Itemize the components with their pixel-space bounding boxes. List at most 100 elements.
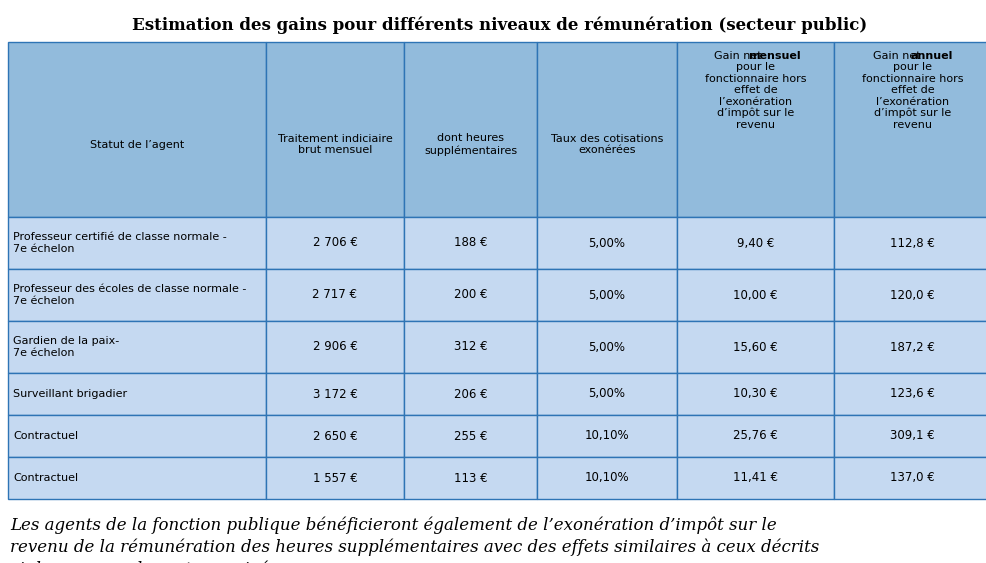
Text: mensuel: mensuel: [748, 51, 802, 61]
Text: Traitement indiciaire
brut mensuel: Traitement indiciaire brut mensuel: [278, 133, 392, 155]
Bar: [677, 415, 834, 457]
Bar: [677, 217, 834, 269]
Bar: [537, 269, 677, 321]
Bar: [537, 42, 677, 217]
Bar: [404, 321, 537, 373]
Text: Contractuel: Contractuel: [13, 431, 78, 441]
Text: 312 €: 312 €: [454, 341, 487, 354]
Text: 309,1 €: 309,1 €: [890, 430, 935, 443]
Text: d’impôt sur le: d’impôt sur le: [717, 108, 794, 118]
Text: Professeur certifié de classe normale -
7e échelon: Professeur certifié de classe normale - …: [13, 232, 227, 254]
Bar: [8, 457, 266, 499]
Bar: [404, 269, 537, 321]
Text: Gain net: Gain net: [874, 51, 925, 61]
Bar: [537, 415, 677, 457]
Text: fonctionnaire hors: fonctionnaire hors: [862, 74, 963, 84]
Text: pour le: pour le: [893, 62, 932, 72]
Bar: [404, 457, 537, 499]
Bar: [404, 373, 537, 415]
Text: 2 906 €: 2 906 €: [313, 341, 358, 354]
Bar: [834, 457, 986, 499]
Text: l’exonération: l’exonération: [876, 97, 950, 107]
Text: 123,6 €: 123,6 €: [890, 387, 935, 400]
Text: effet de: effet de: [890, 85, 935, 95]
Bar: [266, 42, 404, 217]
Bar: [677, 321, 834, 373]
Text: 9,40 €: 9,40 €: [737, 236, 774, 249]
Text: 25,76 €: 25,76 €: [733, 430, 778, 443]
Text: revenu: revenu: [893, 120, 932, 129]
Bar: [266, 415, 404, 457]
Text: 187,2 €: 187,2 €: [890, 341, 935, 354]
Text: 3 172 €: 3 172 €: [313, 387, 358, 400]
Bar: [537, 321, 677, 373]
Bar: [834, 415, 986, 457]
Text: fonctionnaire hors: fonctionnaire hors: [705, 74, 807, 84]
Bar: [8, 415, 266, 457]
Text: Contractuel: Contractuel: [13, 473, 78, 483]
Text: 2 650 €: 2 650 €: [313, 430, 357, 443]
Bar: [537, 373, 677, 415]
Text: Taux des cotisations
exonérées: Taux des cotisations exonérées: [551, 133, 664, 155]
Bar: [834, 269, 986, 321]
Bar: [834, 321, 986, 373]
Bar: [8, 42, 266, 217]
Text: 255 €: 255 €: [454, 430, 487, 443]
Text: 113 €: 113 €: [454, 471, 487, 485]
Bar: [677, 42, 834, 217]
Bar: [266, 217, 404, 269]
Text: 5,00%: 5,00%: [589, 236, 625, 249]
Text: revenu de la rémunération des heures supplémentaires avec des effets similaires : revenu de la rémunération des heures sup…: [10, 539, 819, 556]
Text: 200 €: 200 €: [454, 288, 487, 302]
Text: Les agents de la fonction publique bénéficieront également de l’exonération d’im: Les agents de la fonction publique bénéf…: [10, 517, 777, 534]
Bar: [266, 373, 404, 415]
Bar: [8, 373, 266, 415]
Bar: [677, 457, 834, 499]
Bar: [834, 373, 986, 415]
Text: 5,00%: 5,00%: [589, 387, 625, 400]
Text: effet de: effet de: [734, 85, 777, 95]
Bar: [677, 269, 834, 321]
Text: ci-dessus pour le secteur privé.: ci-dessus pour le secteur privé.: [10, 561, 274, 563]
Bar: [8, 269, 266, 321]
Text: 10,00 €: 10,00 €: [734, 288, 778, 302]
Bar: [834, 42, 986, 217]
Text: l’exonération: l’exonération: [719, 97, 792, 107]
Bar: [677, 373, 834, 415]
Text: 10,10%: 10,10%: [585, 471, 629, 485]
Bar: [8, 321, 266, 373]
Text: annuel: annuel: [911, 51, 953, 61]
Text: revenu: revenu: [736, 120, 775, 129]
Text: 10,30 €: 10,30 €: [734, 387, 778, 400]
Text: 2 717 €: 2 717 €: [313, 288, 358, 302]
Text: 1 557 €: 1 557 €: [313, 471, 357, 485]
Text: Gardien de la paix-
7e échelon: Gardien de la paix- 7e échelon: [13, 336, 119, 358]
Text: 137,0 €: 137,0 €: [890, 471, 935, 485]
Text: 120,0 €: 120,0 €: [890, 288, 935, 302]
Bar: [266, 457, 404, 499]
Text: 15,60 €: 15,60 €: [734, 341, 778, 354]
Text: Gain net: Gain net: [714, 51, 765, 61]
Bar: [266, 321, 404, 373]
Text: 5,00%: 5,00%: [589, 288, 625, 302]
Text: 206 €: 206 €: [454, 387, 487, 400]
Text: d’impôt sur le: d’impôt sur le: [874, 108, 951, 118]
Text: Estimation des gains pour différents niveaux de rémunération (secteur public): Estimation des gains pour différents niv…: [132, 16, 867, 34]
Text: 5,00%: 5,00%: [589, 341, 625, 354]
Text: dont heures
supplémentaires: dont heures supplémentaires: [424, 133, 517, 155]
Text: 10,10%: 10,10%: [585, 430, 629, 443]
Text: 188 €: 188 €: [454, 236, 487, 249]
Bar: [8, 217, 266, 269]
Bar: [404, 42, 537, 217]
Bar: [404, 217, 537, 269]
Text: Statut de l’agent: Statut de l’agent: [90, 140, 184, 150]
Bar: [404, 415, 537, 457]
Text: 2 706 €: 2 706 €: [313, 236, 358, 249]
Bar: [537, 457, 677, 499]
Text: 112,8 €: 112,8 €: [890, 236, 935, 249]
Bar: [266, 269, 404, 321]
Bar: [537, 217, 677, 269]
Text: Surveillant brigadier: Surveillant brigadier: [13, 389, 127, 399]
Text: 11,41 €: 11,41 €: [733, 471, 778, 485]
Bar: [834, 217, 986, 269]
